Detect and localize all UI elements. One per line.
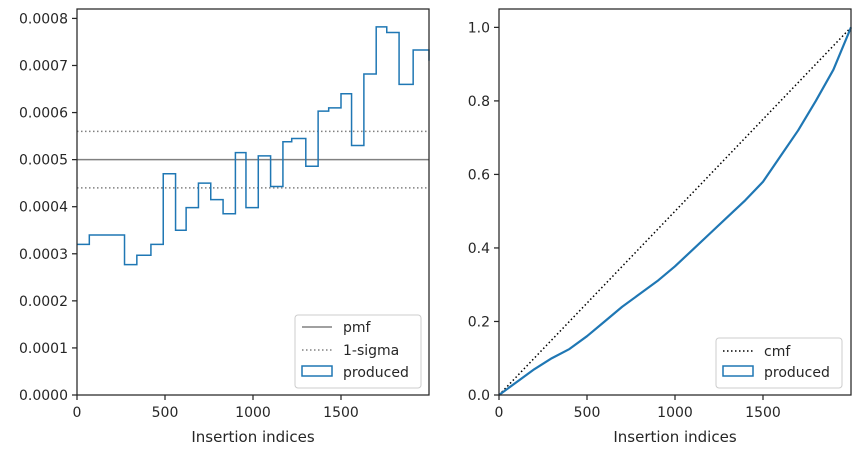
right-legend: cmf produced (715, 337, 843, 389)
left-legend-box (294, 314, 422, 389)
legend-produced-swatch-right (722, 365, 754, 377)
left-ytick-label: 0.0005 (19, 153, 68, 169)
right-ytick-label: 0.8 (468, 94, 490, 110)
legend-produced-label-right: produced (764, 365, 830, 381)
left-ytick-label: 0.0000 (19, 388, 68, 404)
left-ytick-label: 0.0001 (19, 341, 68, 357)
left-xtick-label: 500 (152, 405, 179, 421)
right-ytick-label: 0.2 (468, 314, 490, 330)
right-ytick-label: 0.6 (468, 167, 490, 183)
left-xtick-label: 0 (73, 405, 82, 421)
right-ytick-label: 0.4 (468, 241, 490, 257)
left-ytick-label: 0.0007 (19, 58, 68, 74)
right-ytick-label: 1.0 (468, 20, 490, 36)
legend-cmf-label: cmf (764, 344, 791, 360)
left-ytick-label: 0.0004 (19, 200, 68, 216)
right-xlabel: Insertion indices (613, 428, 736, 446)
right-subplot: 0 500 1000 1500 0.0 0.2 0.4 0.6 0.8 1.0 Insertion… (468, 8, 853, 446)
legend-produced-swatch (301, 365, 333, 377)
produced-step-line (77, 26, 430, 266)
right-xtick-label: 0 (495, 405, 504, 421)
left-ytick-label: 0.0008 (19, 11, 68, 27)
left-legend: pmf 1-sigma produced (294, 314, 422, 389)
right-xtick-label: 1500 (745, 405, 781, 421)
right-ytick-label: 0.0 (468, 388, 490, 404)
right-xtick-label: 1000 (657, 405, 693, 421)
cmf-line (498, 26, 852, 396)
left-ytick-label: 0.0002 (19, 294, 68, 310)
right-xtick-label: 500 (574, 405, 601, 421)
left-xlabel: Insertion indices (191, 428, 314, 446)
left-subplot: 0 500 1000 1500 0.0000 0.0001 0.0002 0.0003 0.00… (19, 8, 430, 446)
left-ytick-label: 0.0006 (19, 106, 68, 122)
legend-pmf-label: pmf (343, 320, 372, 336)
legend-1sigma-label: 1-sigma (343, 343, 399, 359)
right-axes-frame (498, 8, 852, 396)
left-xtick-label: 1500 (323, 405, 359, 421)
produced-cumulative-line (498, 26, 853, 396)
left-ytick-label: 0.0003 (19, 247, 68, 263)
legend-produced-label: produced (343, 365, 409, 381)
left-xtick-label: 1000 (235, 405, 271, 421)
